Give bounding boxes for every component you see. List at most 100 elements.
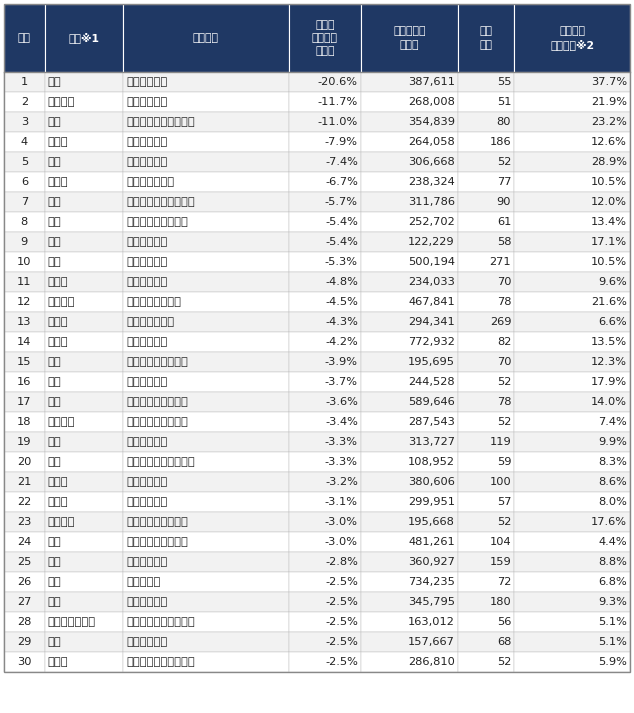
Text: 10: 10 xyxy=(17,257,32,267)
Bar xyxy=(514,592,630,612)
Text: 愛知県名古屋市熱田区: 愛知県名古屋市熱田区 xyxy=(126,657,195,667)
Bar xyxy=(44,132,123,152)
Bar xyxy=(458,312,514,332)
Bar xyxy=(361,332,458,352)
Bar xyxy=(4,632,44,652)
Bar xyxy=(514,212,630,232)
Bar xyxy=(289,452,361,472)
Bar xyxy=(123,372,289,392)
Bar xyxy=(289,312,361,332)
Bar xyxy=(123,552,289,572)
Text: 52: 52 xyxy=(497,377,511,387)
Text: 志茂: 志茂 xyxy=(48,577,61,587)
Bar xyxy=(458,472,514,492)
Bar xyxy=(361,412,458,432)
Bar xyxy=(361,472,458,492)
Bar xyxy=(4,72,44,92)
Bar xyxy=(4,92,44,112)
Text: 内海: 内海 xyxy=(48,457,61,467)
Text: 104: 104 xyxy=(489,537,511,547)
Bar xyxy=(44,452,123,472)
Bar xyxy=(514,72,630,92)
Bar xyxy=(44,292,123,312)
Text: 16: 16 xyxy=(17,377,32,387)
Text: 香里園: 香里園 xyxy=(48,317,68,327)
Text: 100: 100 xyxy=(489,477,511,487)
Bar xyxy=(458,272,514,292)
Bar xyxy=(458,172,514,192)
Bar xyxy=(361,552,458,572)
Text: 80: 80 xyxy=(496,117,511,127)
Bar xyxy=(514,132,630,152)
Text: 23: 23 xyxy=(17,517,32,527)
Text: 7.4%: 7.4% xyxy=(598,417,627,427)
Bar xyxy=(289,292,361,312)
Bar xyxy=(289,612,361,632)
Bar xyxy=(361,392,458,412)
Bar xyxy=(361,592,458,612)
Text: 豊中: 豊中 xyxy=(48,597,61,607)
Bar xyxy=(289,212,361,232)
Bar xyxy=(514,192,630,212)
Bar xyxy=(123,572,289,592)
Text: 238,324: 238,324 xyxy=(408,177,455,187)
Bar xyxy=(289,552,361,572)
Text: 734,235: 734,235 xyxy=(408,577,455,587)
Bar xyxy=(4,252,44,272)
Bar xyxy=(289,652,361,672)
Text: 119: 119 xyxy=(489,437,511,447)
Text: ㎡単価の
変動係数※2: ㎡単価の 変動係数※2 xyxy=(550,26,594,51)
Text: -4.3%: -4.3% xyxy=(325,317,358,327)
Text: 122,229: 122,229 xyxy=(408,237,455,247)
Bar xyxy=(44,592,123,612)
Text: 大阪府堺市北区: 大阪府堺市北区 xyxy=(126,177,174,187)
Bar xyxy=(289,132,361,152)
Bar xyxy=(514,412,630,432)
Text: 500,194: 500,194 xyxy=(408,257,455,267)
Bar xyxy=(123,352,289,372)
Bar xyxy=(123,292,289,312)
Bar xyxy=(44,572,123,592)
Text: 68: 68 xyxy=(497,637,511,647)
Text: 羽衣: 羽衣 xyxy=(48,77,61,87)
Text: 17.6%: 17.6% xyxy=(591,517,627,527)
Text: 234,033: 234,033 xyxy=(408,277,455,287)
Text: 東京都練馬区: 東京都練馬区 xyxy=(126,337,167,347)
Bar xyxy=(361,272,458,292)
Text: 13: 13 xyxy=(17,317,32,327)
Text: 上社: 上社 xyxy=(48,197,61,207)
Bar xyxy=(44,352,123,372)
Text: 大阪府貝塚市: 大阪府貝塚市 xyxy=(126,237,167,247)
Text: 8: 8 xyxy=(21,217,28,227)
Bar xyxy=(361,572,458,592)
Text: 北花田: 北花田 xyxy=(48,177,68,187)
Text: 90: 90 xyxy=(496,197,511,207)
Text: 78: 78 xyxy=(496,397,511,407)
Bar xyxy=(123,4,289,72)
Bar xyxy=(458,632,514,652)
Text: -20.6%: -20.6% xyxy=(318,77,358,87)
Text: -5.4%: -5.4% xyxy=(325,237,358,247)
Text: 52: 52 xyxy=(497,157,511,167)
Bar xyxy=(458,492,514,512)
Text: 19: 19 xyxy=(17,437,32,447)
Text: 159: 159 xyxy=(489,557,511,567)
Text: 愛知県名古屋市名東区: 愛知県名古屋市名東区 xyxy=(126,197,195,207)
Text: 知立: 知立 xyxy=(48,377,61,387)
Bar xyxy=(44,372,123,392)
Bar xyxy=(4,352,44,372)
Text: 4.4%: 4.4% xyxy=(598,537,627,547)
Text: 28.9%: 28.9% xyxy=(591,157,627,167)
Text: 登録
件数: 登録 件数 xyxy=(479,26,493,50)
Bar xyxy=(44,92,123,112)
Bar xyxy=(123,392,289,412)
Text: ㎡単価
変動率の
平均値: ㎡単価 変動率の 平均値 xyxy=(312,20,338,56)
Text: 25: 25 xyxy=(17,557,32,567)
Bar xyxy=(123,252,289,272)
Bar xyxy=(44,192,123,212)
Bar xyxy=(289,512,361,532)
Text: 駅所在地: 駅所在地 xyxy=(193,33,219,43)
Bar xyxy=(458,432,514,452)
Text: 13.5%: 13.5% xyxy=(591,337,627,347)
Text: 愛知県名古屋市千種区: 愛知県名古屋市千種区 xyxy=(126,117,195,127)
